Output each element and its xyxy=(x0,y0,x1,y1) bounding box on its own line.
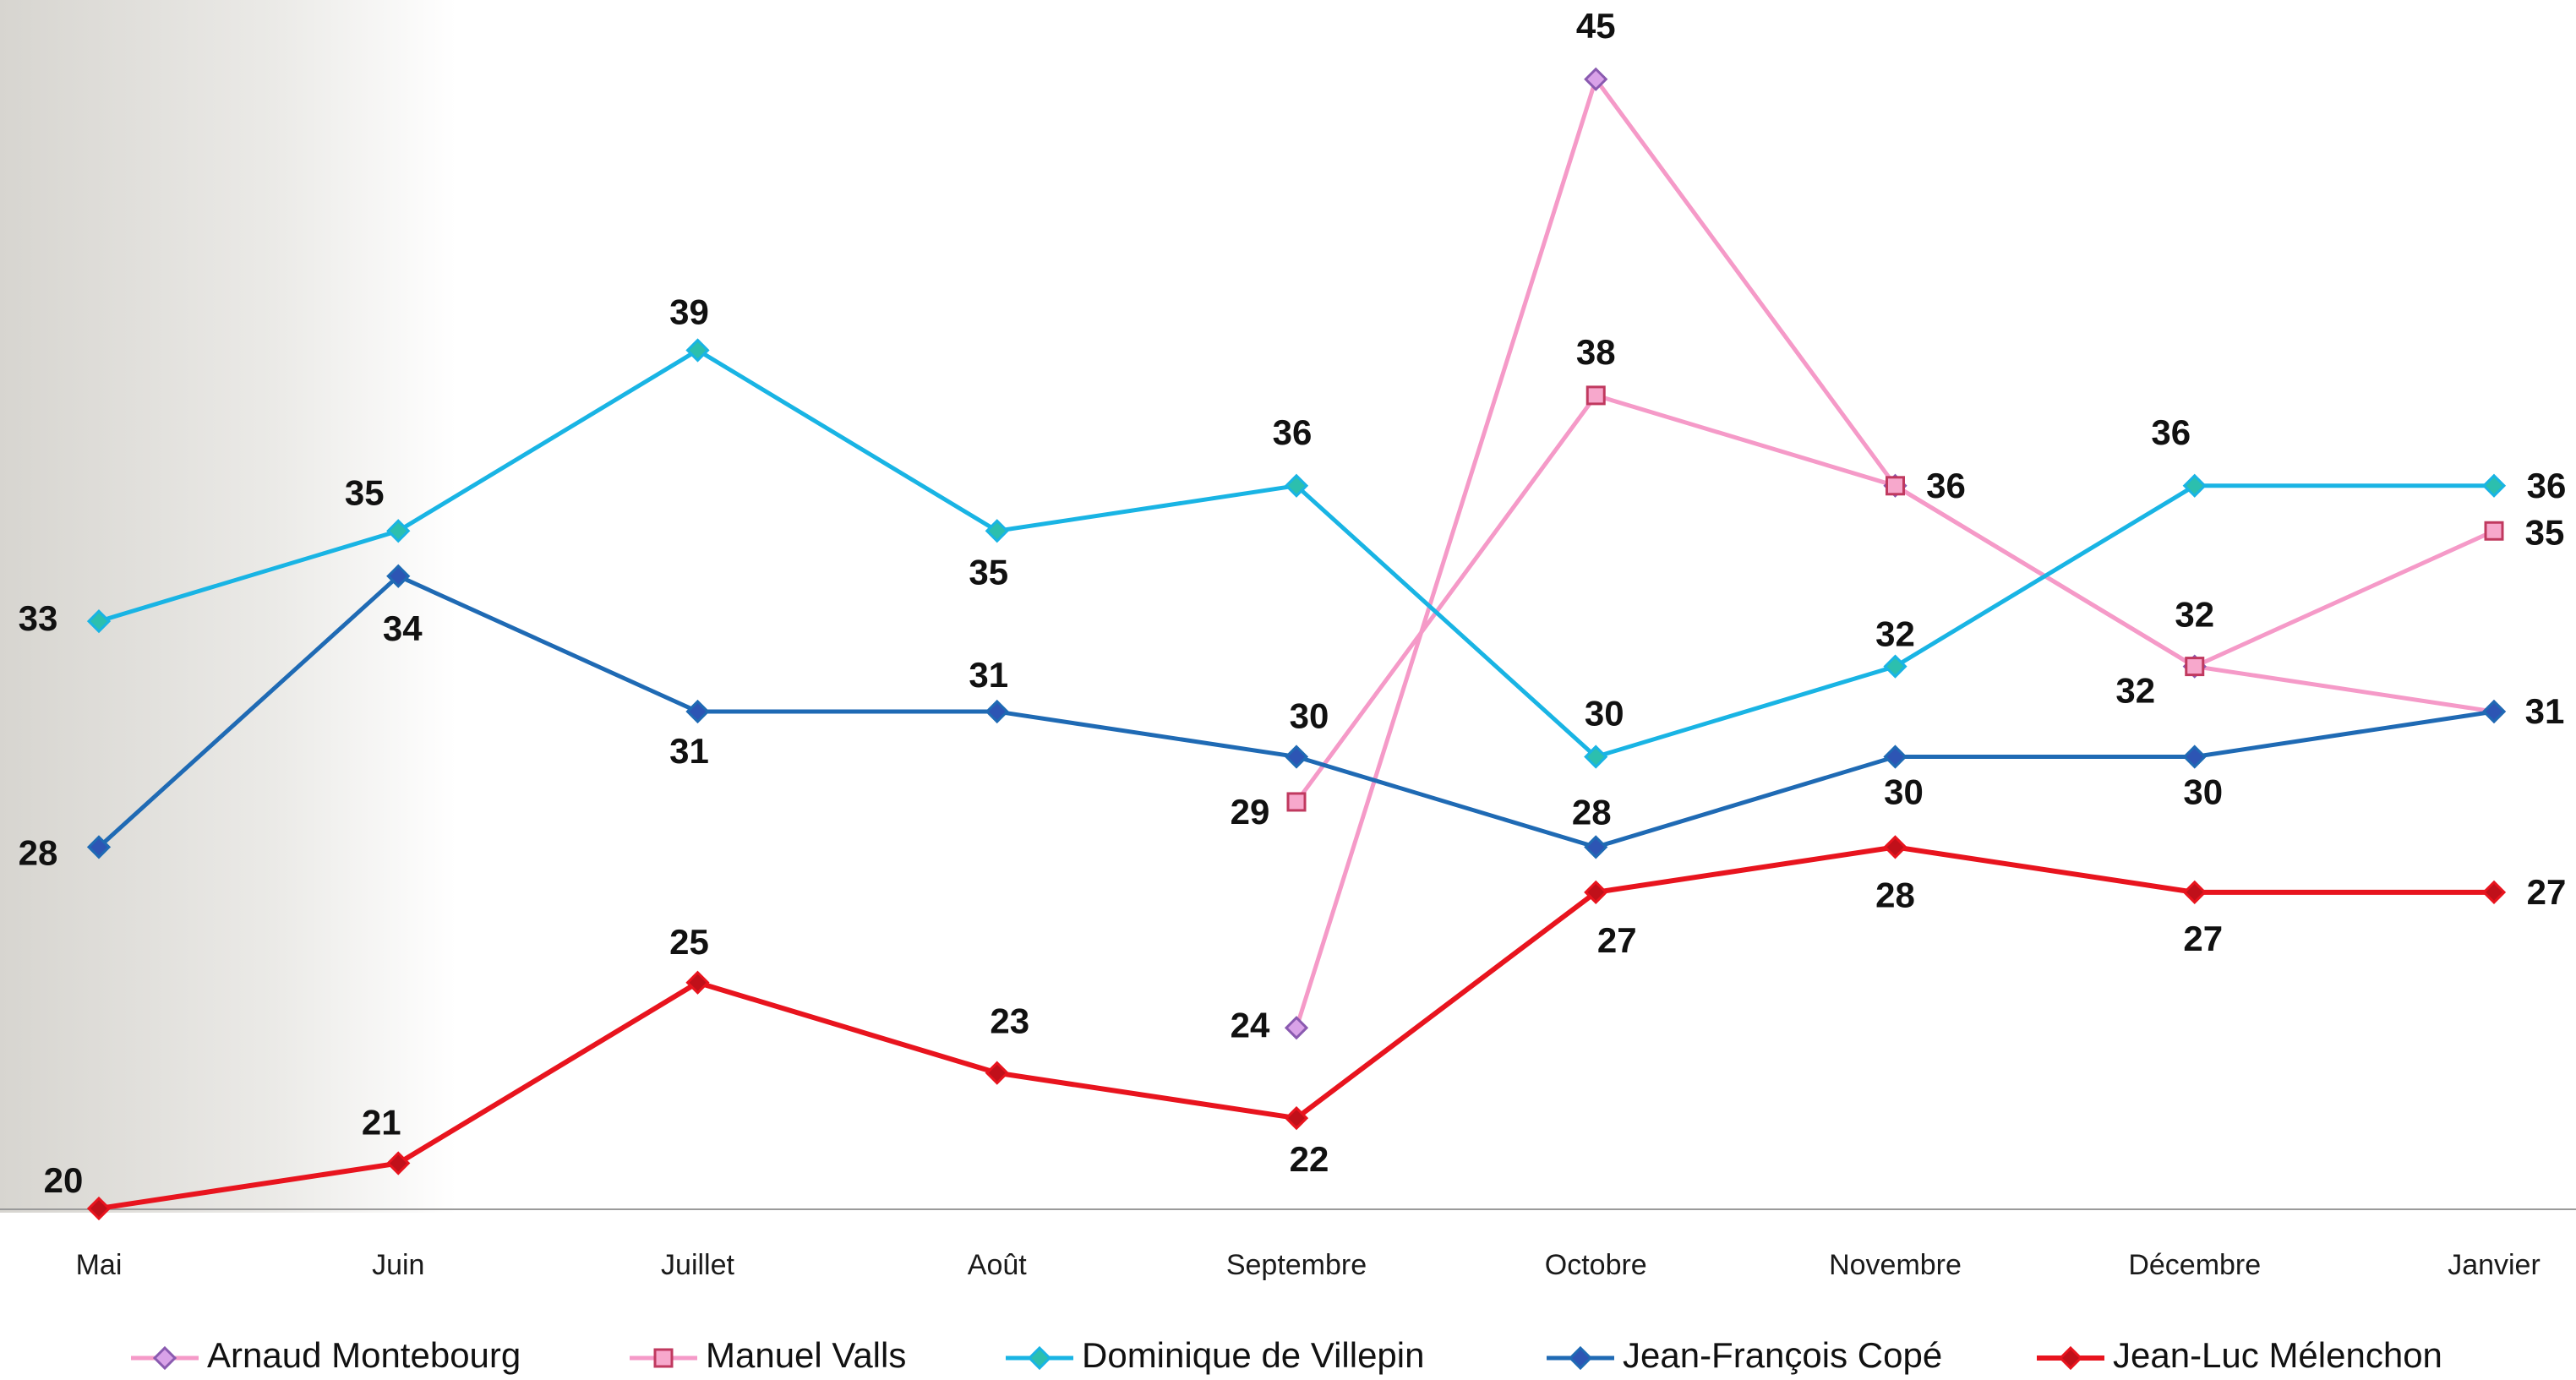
data-point xyxy=(1584,880,1608,904)
data-label: 22 xyxy=(1290,1139,1329,1179)
x-tick-label: Janvier xyxy=(2448,1249,2541,1281)
data-point xyxy=(2182,880,2207,904)
data-label: 31 xyxy=(2525,691,2565,731)
data-label: 31 xyxy=(669,731,709,771)
data-label: 25 xyxy=(669,922,709,962)
x-tick-label: Juin xyxy=(372,1249,424,1281)
data-label: 27 xyxy=(1597,920,1637,960)
data-point xyxy=(86,1196,112,1221)
data-point xyxy=(1585,385,1606,406)
data-label: 30 xyxy=(1884,772,1924,812)
data-point xyxy=(2182,473,2207,498)
data-point xyxy=(985,519,1009,543)
data-point xyxy=(1286,792,1307,812)
x-tick-label: Mai xyxy=(76,1249,123,1281)
data-label: 24 xyxy=(1231,1005,1270,1045)
legend-label: Jean-Luc Mélenchon xyxy=(2113,1335,2442,1375)
data-point xyxy=(1584,835,1608,859)
data-label: 27 xyxy=(2527,872,2567,912)
data-point xyxy=(1883,835,1907,859)
legend-label: Manuel Valls xyxy=(706,1335,906,1375)
plot-shade xyxy=(0,0,456,1213)
data-labels: 24 45 36 32 29 38 32 35 33 35 39 35 36 30 32 36 36 28 34 31… xyxy=(19,6,2567,1200)
data-label: 28 xyxy=(1572,792,1612,832)
data-label: 39 xyxy=(669,292,709,332)
x-tick-label: Décembre xyxy=(2128,1249,2261,1281)
data-label: 36 xyxy=(1926,466,1966,505)
data-label: 30 xyxy=(1290,696,1329,736)
data-point xyxy=(1284,1016,1309,1040)
series-markers xyxy=(86,67,2507,1221)
data-point xyxy=(985,1061,1009,1085)
data-label: 45 xyxy=(1576,6,1616,46)
x-tick-label: Juillet xyxy=(661,1249,734,1281)
data-label: 30 xyxy=(2183,772,2223,812)
data-label: 21 xyxy=(362,1103,401,1143)
data-label: 36 xyxy=(1273,412,1313,452)
x-tick-label: Octobre xyxy=(1545,1249,1647,1281)
data-label: 35 xyxy=(969,552,1008,592)
data-label: 23 xyxy=(990,1001,1029,1041)
data-label: 32 xyxy=(1875,614,1915,654)
data-point xyxy=(1284,1105,1309,1131)
data-point xyxy=(386,1151,411,1175)
data-point xyxy=(2185,657,2205,677)
data-point xyxy=(86,835,112,859)
data-label: 36 xyxy=(2151,412,2191,452)
legend-label: Jean-François Copé xyxy=(1623,1335,1942,1375)
data-label: 27 xyxy=(2183,919,2223,958)
data-point xyxy=(1284,473,1309,498)
data-point xyxy=(1284,745,1309,769)
data-label: 35 xyxy=(2525,512,2565,552)
data-point xyxy=(1584,67,1608,91)
data-label: 38 xyxy=(1576,332,1616,372)
legend-label: Dominique de Villepin xyxy=(1082,1335,1424,1375)
data-label: 28 xyxy=(1875,875,1915,914)
data-point xyxy=(1568,1345,1593,1371)
data-label: 33 xyxy=(19,598,58,638)
data-point xyxy=(653,1348,674,1368)
legend-label: Arnaud Montebourg xyxy=(207,1335,521,1375)
data-point xyxy=(2182,745,2207,769)
data-label: 36 xyxy=(2527,466,2567,505)
data-point xyxy=(386,564,411,588)
data-label: 32 xyxy=(2115,671,2155,711)
data-point xyxy=(2058,1345,2083,1371)
data-point xyxy=(1027,1345,1052,1371)
data-point xyxy=(2481,473,2507,498)
data-point xyxy=(985,699,1009,724)
x-tick-label: Septembre xyxy=(1226,1249,1367,1281)
axis-layer: Mai Juin Juillet Août Septembre Octobre Novemb… xyxy=(0,1208,2576,1281)
data-label: 20 xyxy=(44,1160,84,1200)
data-label: 32 xyxy=(2175,595,2214,635)
x-tick-label: Août xyxy=(968,1249,1027,1281)
data-point xyxy=(685,970,710,995)
data-label: 31 xyxy=(969,655,1008,695)
data-label: 30 xyxy=(1585,694,1624,734)
data-label: 35 xyxy=(345,472,385,512)
data-point xyxy=(1883,745,1907,769)
x-tick-label: Novembre xyxy=(1829,1249,1962,1281)
data-point xyxy=(1584,745,1608,769)
data-label: 29 xyxy=(1231,792,1270,832)
data-label: 34 xyxy=(383,608,423,648)
data-point xyxy=(1886,476,1905,496)
data-point xyxy=(386,519,411,543)
data-point xyxy=(685,338,710,363)
data-point xyxy=(152,1345,177,1371)
legend: Arnaud Montebourg Manuel Valls Dominique d… xyxy=(131,1335,2442,1375)
data-point xyxy=(86,609,112,634)
data-point xyxy=(1883,654,1907,679)
data-point xyxy=(2481,880,2507,904)
data-point xyxy=(685,699,710,724)
data-point xyxy=(2481,699,2507,724)
data-point xyxy=(2484,521,2504,541)
data-label: 28 xyxy=(19,832,58,872)
